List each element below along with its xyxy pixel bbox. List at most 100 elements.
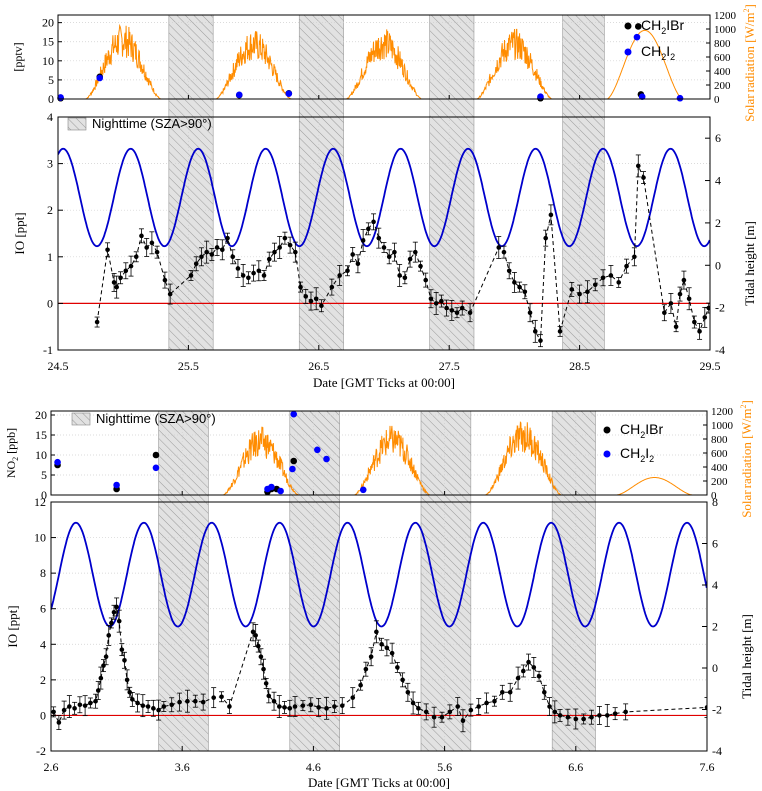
label-part: ] <box>742 4 757 8</box>
io-point <box>185 698 190 704</box>
io-point <box>616 280 622 285</box>
label-part: CH <box>641 17 661 33</box>
io-point <box>573 716 579 722</box>
io-point <box>151 706 156 711</box>
legend-label: CH2I2 <box>620 445 654 464</box>
solar-line <box>58 23 710 99</box>
night-band <box>420 410 472 752</box>
io-point <box>697 329 702 334</box>
io-point <box>379 641 384 647</box>
main-y-tick-label: 6 <box>40 602 46 616</box>
legend-marker <box>603 450 611 458</box>
io-point <box>476 704 482 709</box>
io-point <box>392 249 397 255</box>
ch2i2-point <box>314 446 321 454</box>
io-point <box>282 705 287 710</box>
io-point <box>673 324 679 330</box>
ch2ibr-point <box>152 451 160 459</box>
io-point <box>454 310 460 316</box>
label-part: 2 <box>640 430 645 440</box>
main-right-tick-label: 8 <box>712 495 718 509</box>
io-point <box>111 609 117 615</box>
sub-right-tick-label: 200 <box>714 80 731 92</box>
io-point <box>565 714 571 720</box>
io-point <box>111 280 117 285</box>
io-point <box>384 645 390 651</box>
main-y-tick-label: 4 <box>40 637 46 651</box>
sub-y-tick-label: 15 <box>42 35 54 49</box>
io-point <box>585 289 590 295</box>
io-point <box>149 240 155 246</box>
io-point <box>484 700 489 706</box>
ch2ibr-point <box>290 457 298 465</box>
io-point <box>538 338 543 343</box>
io-point <box>263 681 269 686</box>
x-tick-label: 4.6 <box>306 760 321 774</box>
io-point <box>428 296 434 302</box>
main-y-tick-label: 0 <box>40 708 46 722</box>
main-y-axis-label: IO [ppt] <box>12 212 27 254</box>
io-point <box>293 249 298 255</box>
label-part: [W/m <box>742 13 757 47</box>
ch2i2-point <box>323 455 330 463</box>
top-chart: 24.5 25.5 26.5 27.5 28.5 29.5 Date [GMT Ticks … <box>11 4 757 390</box>
io-point <box>219 694 224 700</box>
io-point <box>253 633 258 638</box>
io-point <box>214 245 220 250</box>
io-point <box>324 706 329 711</box>
io-point <box>88 700 93 706</box>
label-part: I <box>666 43 670 59</box>
io-point <box>337 273 342 278</box>
sub-right-tick-label: 1000 <box>714 24 737 36</box>
io-point <box>439 714 445 720</box>
io-point <box>506 268 512 274</box>
io-point <box>374 629 379 635</box>
main-y-tick-label: 2 <box>47 203 53 217</box>
io-point <box>389 650 395 656</box>
sub-y-axis-label: NO2 [ppb] <box>4 428 20 478</box>
x-tick-label: 3.6 <box>175 760 190 774</box>
legend-label: CH2IBr <box>620 421 663 440</box>
io-point <box>230 254 236 260</box>
io-point <box>339 703 345 708</box>
legend-marker <box>603 426 611 434</box>
io-point <box>507 690 513 695</box>
io-point <box>116 618 122 624</box>
io-point <box>395 665 400 670</box>
sub-y-tick-label: 15 <box>35 428 47 442</box>
io-point <box>124 677 130 683</box>
io-point <box>552 709 558 715</box>
label-part: 2 <box>649 454 654 464</box>
io-point <box>101 663 106 668</box>
label-part: 2 <box>739 405 748 409</box>
label-part: 2 <box>11 457 20 461</box>
x-axis-label: Date [GMT Ticks at 00:00] <box>308 775 450 790</box>
label-part: [W/m <box>739 409 754 443</box>
io-point <box>407 256 413 262</box>
label-part: IBr <box>645 421 663 437</box>
io-point <box>412 249 418 255</box>
io-point <box>345 268 350 274</box>
x-tick-label: 28.5 <box>569 359 590 373</box>
io-point <box>632 254 637 260</box>
io-point <box>531 665 537 670</box>
io-point <box>106 633 112 638</box>
sub-right-tick-label: 200 <box>711 476 728 488</box>
io-point <box>604 713 610 718</box>
io-point <box>167 291 173 297</box>
io-point <box>109 620 114 626</box>
io-point <box>368 654 374 660</box>
io-point <box>67 704 72 709</box>
io-point <box>313 296 319 302</box>
ch2i2-point <box>285 90 293 97</box>
io-point <box>423 277 429 283</box>
main-y-tick-label: 12 <box>34 495 46 509</box>
io-point <box>122 657 127 663</box>
io-point <box>662 310 667 316</box>
io-point <box>72 706 77 711</box>
x-tick-label: 2.6 <box>44 760 59 774</box>
io-point <box>543 235 548 241</box>
night-band <box>298 14 344 351</box>
io-point <box>416 706 421 711</box>
io-point <box>130 697 135 702</box>
